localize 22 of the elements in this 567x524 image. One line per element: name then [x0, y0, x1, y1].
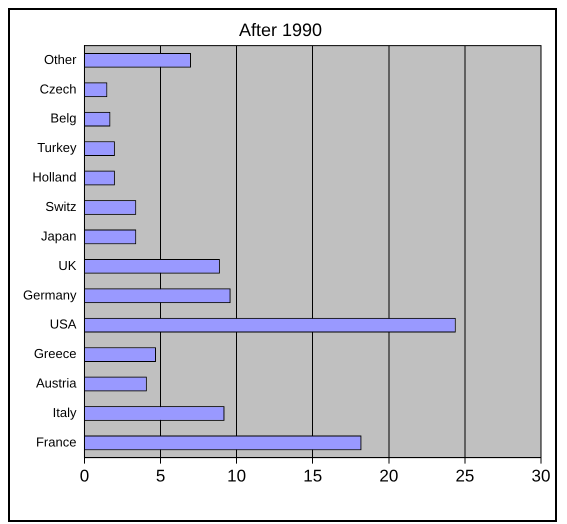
y-tick-label: Switz [45, 199, 76, 214]
x-tick-label: 10 [227, 466, 246, 486]
y-tick-label: USA [50, 316, 77, 332]
x-tick-label: 5 [156, 466, 166, 486]
y-tick-label: Other [44, 52, 78, 67]
x-tick-label: 0 [80, 466, 90, 486]
y-tick-label: France [36, 434, 76, 450]
y-tick-label: UK [58, 258, 77, 273]
y-tick-label: Holland [32, 170, 76, 185]
y-tick-label: Italy [52, 405, 77, 420]
y-tick-label: Germany [22, 287, 77, 302]
chart-title: After 1990 [238, 20, 322, 40]
y-tick-label: Greece [34, 346, 76, 362]
y-tick-label: Japan [41, 228, 76, 244]
x-tick-label: 25 [455, 466, 474, 486]
y-tick-label: Turkey [37, 140, 77, 156]
x-tick-label: 20 [379, 466, 398, 486]
x-tick-label: 30 [532, 466, 550, 486]
y-tick-label: Belg [50, 110, 76, 126]
x-tick-label: 15 [303, 466, 322, 486]
y-tick-label: Czech [40, 81, 76, 96]
y-tick-label: Austria [36, 376, 78, 391]
